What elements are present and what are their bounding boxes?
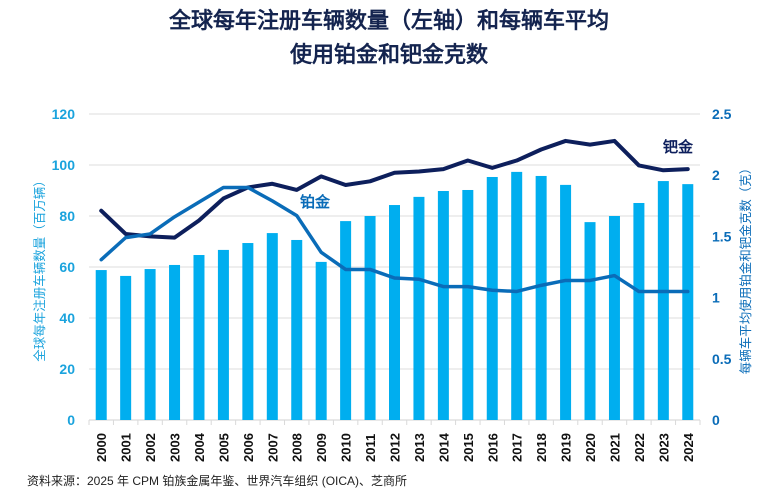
left-tick-label: 120 (52, 106, 76, 122)
left-tick-label: 20 (59, 361, 75, 377)
bar-2012 (389, 205, 400, 420)
series-label-palladium: 钯金 (663, 138, 694, 156)
bar-2018 (535, 175, 547, 420)
bar-2006 (242, 243, 254, 420)
x-tick-label: 2008 (290, 433, 305, 462)
bar-2023 (657, 181, 669, 420)
x-tick-label: 2003 (168, 433, 183, 462)
x-tick-label: 2007 (265, 433, 280, 462)
bar-2009 (315, 261, 327, 420)
x-tick-label: 2016 (485, 433, 500, 462)
left-tick-label: 40 (59, 310, 75, 326)
x-tick-label: 2019 (559, 433, 574, 462)
x-tick-label: 2005 (216, 433, 231, 462)
bar-2022 (633, 202, 645, 420)
bar-2008 (291, 239, 303, 420)
right-tick-label: 0.5 (712, 351, 732, 367)
left-tick-label: 80 (59, 208, 75, 224)
bar-2024 (682, 184, 694, 420)
bar-2002 (144, 269, 156, 420)
bar-2017 (511, 171, 523, 420)
bar-2020 (584, 222, 596, 420)
x-tick-label: 2013 (412, 433, 427, 462)
bar-2004 (193, 255, 205, 420)
bar-2014 (437, 191, 449, 420)
x-tick-label: 2000 (94, 433, 109, 462)
bar-2001 (120, 275, 132, 420)
bar-2003 (169, 264, 181, 420)
series-label-platinum: 铂金 (300, 193, 331, 211)
bar-2015 (462, 189, 474, 420)
x-tick-label: 2009 (314, 433, 329, 462)
right-tick-label: 2.5 (712, 106, 732, 122)
x-tick-label: 2014 (436, 432, 451, 462)
right-tick-label: 1.5 (712, 228, 732, 244)
bar-2021 (608, 216, 620, 420)
x-tick-label: 2020 (583, 433, 598, 462)
right-tick-label: 1 (712, 290, 720, 306)
left-axis-title: 全球每年注册车辆数量（百万辆） (32, 174, 47, 362)
x-tick-label: 2002 (143, 433, 158, 462)
x-tick-label: 2018 (534, 433, 549, 462)
bar-2011 (364, 216, 376, 420)
x-tick-label: 2015 (461, 433, 476, 462)
chart-title-line1: 全球每年注册车辆数量（左轴）和每辆车平均 (168, 8, 609, 34)
x-tick-label: 2011 (363, 434, 378, 462)
bar-2005 (217, 249, 229, 420)
bar-2016 (486, 176, 498, 420)
bar-2013 (413, 196, 425, 420)
x-tick-label: 2004 (192, 432, 207, 462)
x-tick-label: 2001 (119, 433, 134, 462)
x-tick-label: 2017 (510, 433, 525, 462)
x-tick-label: 2023 (656, 433, 671, 462)
x-tick-label: 2012 (388, 433, 403, 462)
bar-2007 (266, 233, 278, 420)
x-tick-label: 2024 (681, 432, 696, 462)
left-tick-label: 100 (52, 157, 76, 173)
bar-2019 (560, 184, 572, 420)
left-tick-label: 60 (59, 259, 75, 275)
right-axis-title: 每辆车平均使用铂金和钯金克数（克） (738, 162, 753, 375)
bar-2010 (340, 221, 352, 420)
source-note: 资料来源：2025 年 CPM 铂族金属年鉴、世界汽车组织 (OICA)、芝商所 (27, 474, 408, 488)
x-tick-label: 2022 (632, 433, 647, 462)
bar-2000 (95, 270, 107, 420)
right-tick-label: 0 (712, 412, 720, 428)
x-tick-label: 2006 (241, 433, 256, 462)
chart-title-line2: 使用铂金和钯金克数 (289, 42, 488, 68)
x-tick-label: 2010 (339, 433, 354, 462)
right-tick-label: 2 (712, 167, 720, 183)
left-tick-label: 0 (67, 412, 75, 428)
x-tick-label: 2021 (607, 433, 622, 462)
